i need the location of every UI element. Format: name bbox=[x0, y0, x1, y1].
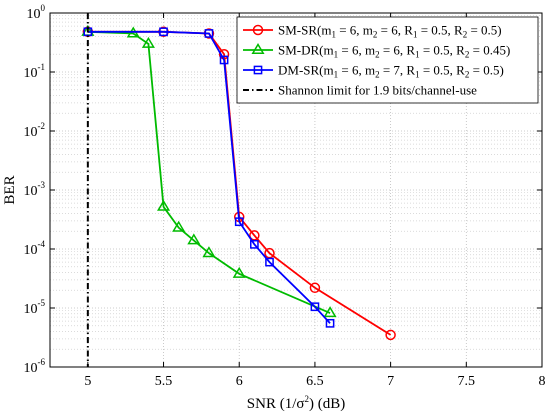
y-axis-label: BER bbox=[2, 175, 18, 204]
square-marker bbox=[265, 257, 274, 267]
triangle-marker bbox=[156, 199, 171, 211]
triangle-marker bbox=[323, 306, 337, 318]
legend-box bbox=[236, 16, 539, 104]
circle-marker bbox=[385, 329, 396, 341]
y-tick-label: 100 bbox=[27, 3, 46, 22]
triangle-marker bbox=[187, 233, 201, 245]
x-tick-label: 6 bbox=[236, 374, 243, 389]
legend-label: Shannon limit for 1.9 bits/channel-use bbox=[278, 83, 477, 98]
x-tick-label: 5.5 bbox=[155, 374, 173, 389]
triangle-marker bbox=[202, 246, 216, 258]
x-axis-label: SNR (1/σ2) (dB) bbox=[247, 394, 345, 412]
ticks: 5 5.5 6 6.5 7 7.5 8 100 10-1 10-2 10-3 10-4 10-5 10-6 bbox=[24, 3, 546, 389]
square-marker bbox=[310, 302, 320, 312]
series-group bbox=[81, 13, 396, 367]
circle-marker bbox=[264, 247, 275, 259]
square-marker bbox=[204, 29, 214, 38]
square-marker bbox=[219, 55, 229, 65]
circle-marker bbox=[309, 282, 321, 294]
square-marker bbox=[250, 239, 259, 249]
triangle-marker bbox=[172, 220, 186, 232]
y-tick-label: 10-4 bbox=[24, 239, 46, 258]
circle-marker bbox=[249, 230, 260, 241]
legend: SM-SR(m1 = 6, m2 = 6, R1 = 0.5, R2 = 0.5… bbox=[236, 16, 539, 104]
x-tick-label: 8 bbox=[539, 374, 546, 389]
triangle-marker bbox=[251, 43, 265, 55]
y-tick-label: 10-5 bbox=[24, 298, 46, 317]
legend-item: SM-SR(m1 = 6, m2 = 6, R1 = 0.5, R2 = 0.5… bbox=[243, 23, 502, 40]
y-tick-label: 10-2 bbox=[24, 121, 46, 140]
legend-item: SM-DR(m1 = 6, m2 = 6, R1 = 0.5, R2 = 0.4… bbox=[243, 43, 510, 60]
x-tick-label: 7.5 bbox=[458, 374, 476, 389]
circle-marker bbox=[252, 24, 264, 36]
y-tick-label: 10-6 bbox=[24, 357, 46, 376]
legend-item: Shannon limit for 1.9 bits/channel-use bbox=[243, 83, 477, 98]
y-tick-label: 10-1 bbox=[24, 62, 46, 81]
x-tick-label: 7 bbox=[387, 374, 394, 389]
x-tick-label: 6.5 bbox=[306, 374, 324, 389]
triangle-marker bbox=[232, 266, 246, 278]
y-tick-label: 10-3 bbox=[24, 180, 46, 199]
triangle-marker bbox=[141, 36, 155, 48]
square-marker bbox=[159, 27, 168, 37]
legend-label: SM-DR(m1 = 6, m2 = 6, R1 = 0.5, R2 = 0.4… bbox=[278, 43, 510, 60]
series-line bbox=[87, 30, 331, 324]
x-tick-label: 5 bbox=[84, 374, 91, 389]
square-marker bbox=[253, 65, 263, 75]
square-marker bbox=[325, 318, 335, 328]
square-marker bbox=[234, 217, 244, 227]
legend-label: SM-SR(m1 = 6, m2 = 6, R1 = 0.5, R2 = 0.5… bbox=[278, 23, 502, 40]
legend-label: DM-SR(m1 = 6, m2 = 7, R1 = 0.5, R2 = 0.5… bbox=[278, 63, 504, 80]
series-1 bbox=[81, 24, 337, 318]
legend-item: DM-SR(m1 = 6, m2 = 7, R1 = 0.5, R2 = 0.5… bbox=[243, 63, 504, 80]
